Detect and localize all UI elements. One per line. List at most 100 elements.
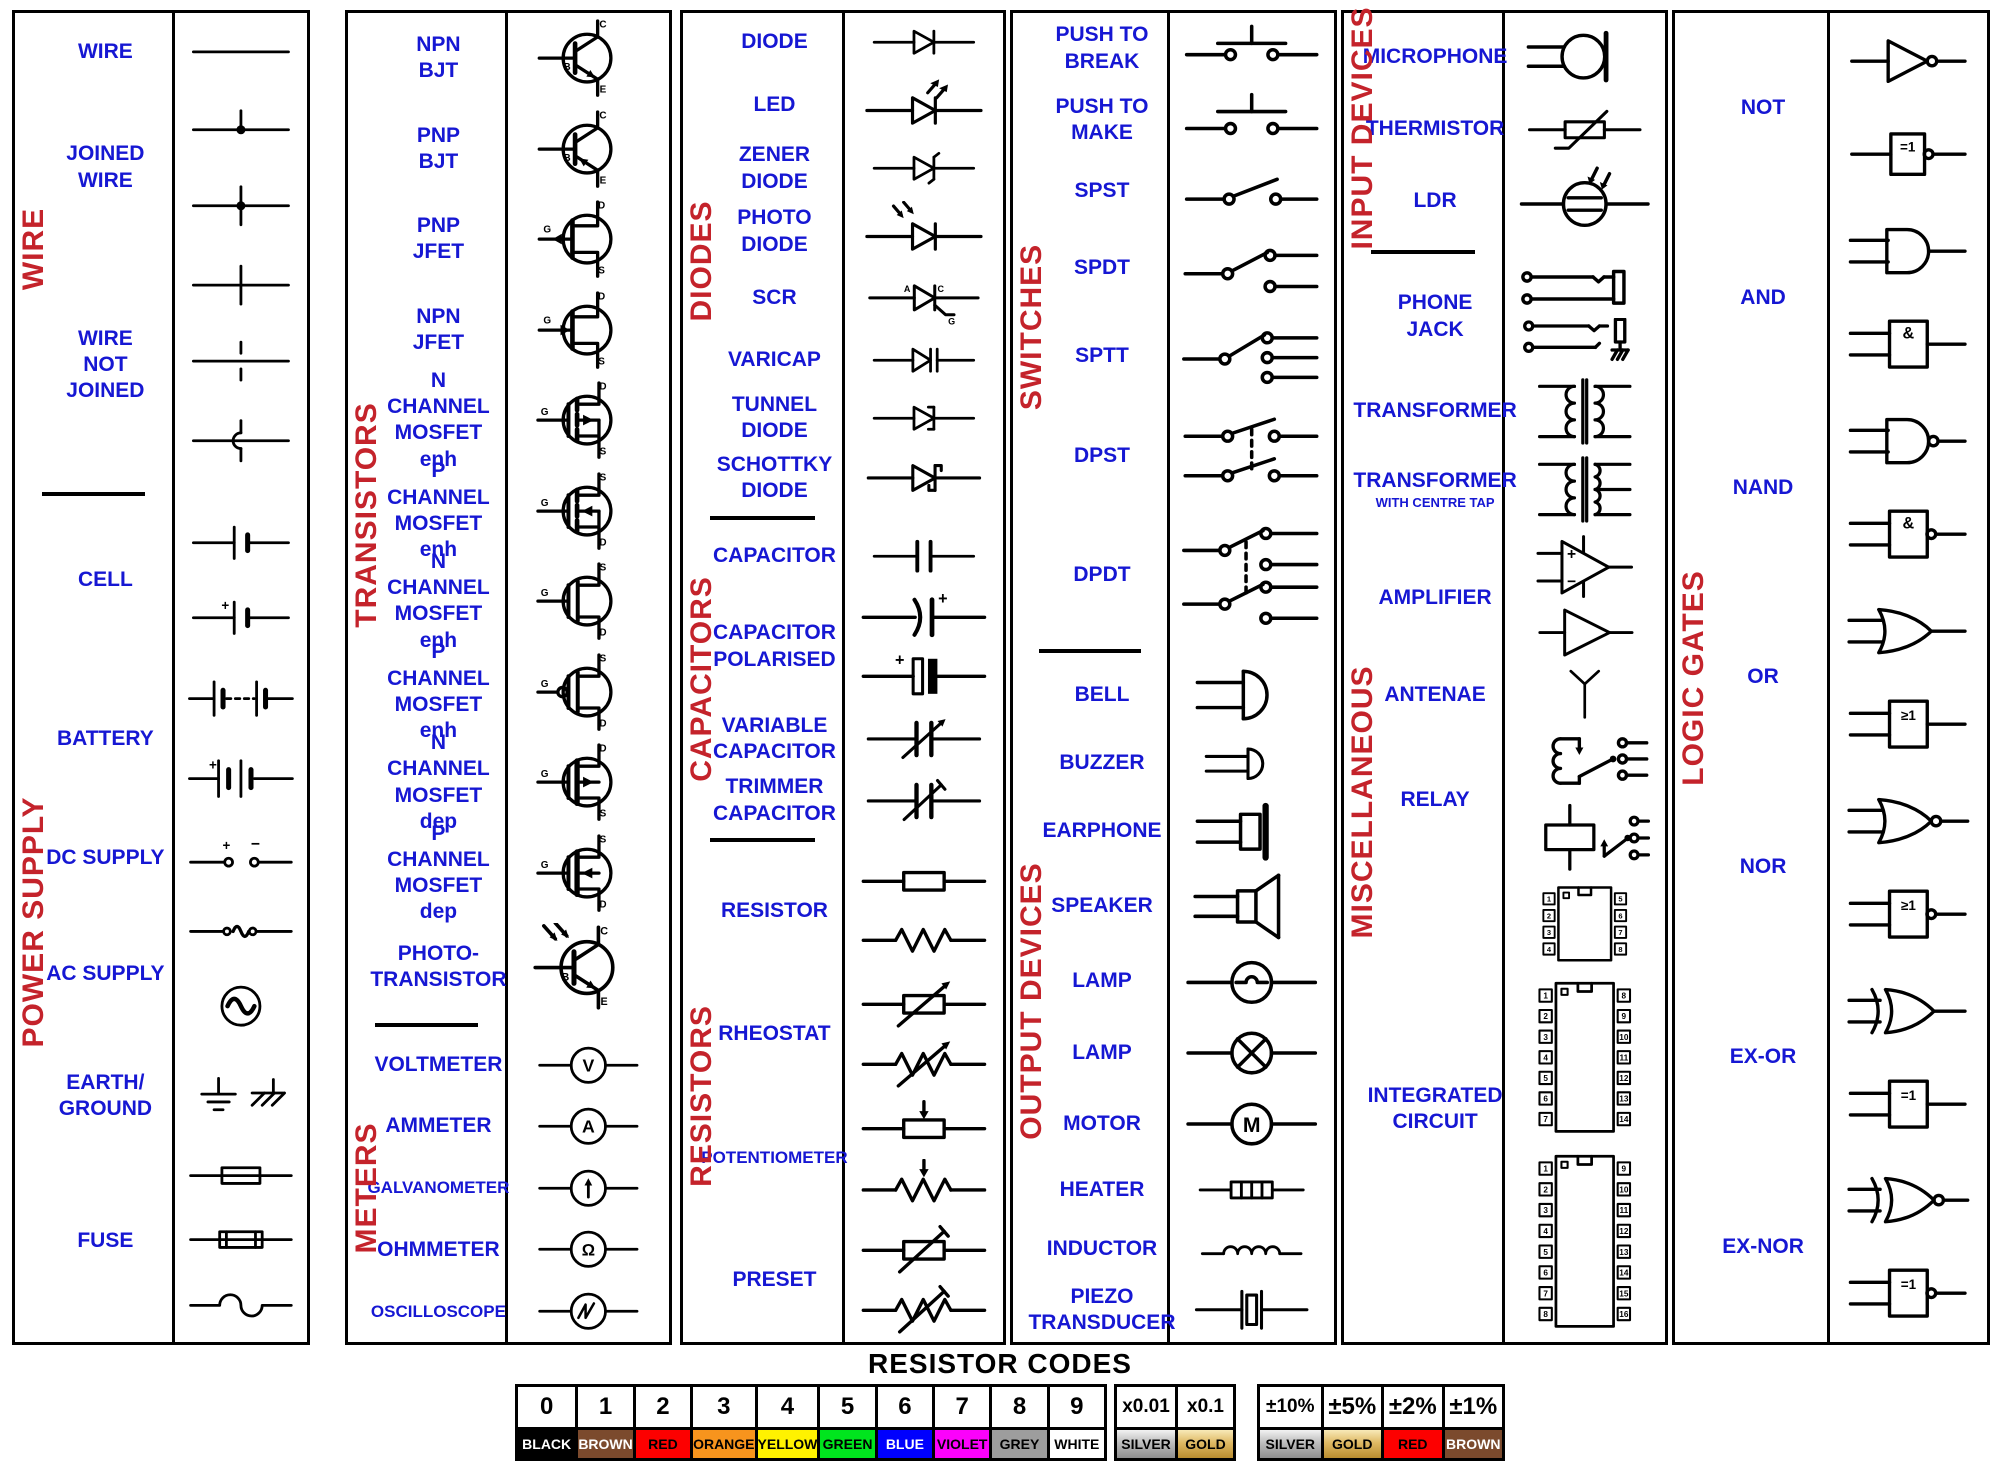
symbol-cell: [1170, 795, 1334, 866]
symbol-cell: &: [1830, 393, 1987, 583]
zener-symbol: [872, 152, 976, 185]
symbol-row: SCHOTTKY DIODE: [683, 447, 1003, 509]
label-cell: PNP BJT: [348, 103, 508, 195]
resistor-code-color-cell: RED: [632, 1427, 691, 1458]
oscilloscope-symbol: [538, 1292, 639, 1330]
symbol-slot: [181, 399, 301, 483]
symbol-row: SPST: [1013, 155, 1334, 228]
resistor-box-symbol: [861, 870, 987, 892]
svg-text:−: −: [1567, 573, 1576, 590]
lamp-cross-symbol: [1186, 1031, 1318, 1075]
label-cell: VARICAP: [683, 330, 845, 389]
symbol-cell: [1505, 13, 1665, 100]
symbol-slot: [1836, 1154, 1981, 1247]
resistor-code-value-cell: ±5%: [1320, 1387, 1381, 1427]
symbol-cell: +: [175, 503, 307, 658]
label-cell: NAND: [1675, 392, 1831, 583]
symbol-slot: [181, 1207, 301, 1271]
label-cell: EX-OR: [1675, 962, 1831, 1153]
divider-line: [41, 491, 146, 496]
svg-text:S: S: [598, 266, 605, 277]
symbol-slot: B C E: [514, 15, 663, 102]
symbol-slot: [1176, 311, 1328, 400]
svg-text:10: 10: [1620, 1032, 1630, 1041]
category-label: SWITCHES: [1015, 244, 1048, 411]
svg-text:G: G: [543, 225, 551, 236]
resistor-code-color-cell: WHITE: [1046, 1427, 1104, 1458]
symbol-row: BELL: [1013, 659, 1334, 732]
label-cell: CAPACITOR: [683, 526, 845, 586]
symbol-slot: [181, 323, 301, 399]
symbol-cell: G D S: [508, 737, 669, 828]
symbol-row: VARICAP: [683, 330, 1003, 389]
svg-text:S: S: [600, 447, 607, 458]
resistor-code-color-cell: SILVER: [1117, 1427, 1175, 1458]
symbol-slot: =1: [1836, 108, 1981, 201]
symbol-slot: [1176, 1283, 1328, 1337]
rheostat-zigzag-symbol: [861, 1041, 987, 1088]
symbol-slot: [1511, 668, 1659, 722]
svg-text:G: G: [543, 315, 551, 326]
pnp-jfet-symbol: G D S: [537, 200, 613, 279]
section-divider: [683, 831, 1003, 850]
svg-text:+: +: [938, 589, 947, 607]
resistor-code-value-cell: ±2%: [1381, 1387, 1442, 1427]
svg-text:Ω: Ω: [582, 1241, 595, 1260]
symbol-slot: B C E: [514, 920, 663, 1014]
capacitor-polarised-block-symbol: +: [861, 652, 987, 696]
symbol-slot: [181, 247, 301, 323]
component-label: GALVANOMETER: [367, 1178, 510, 1198]
symbol-slot: [1176, 86, 1328, 153]
svg-text:11: 11: [1620, 1207, 1629, 1216]
symbol-slot: ≥1: [1836, 678, 1981, 771]
svg-text:8: 8: [1622, 991, 1627, 1000]
symbol-slot: [1176, 947, 1328, 1014]
symbol-slot: [1176, 736, 1328, 790]
svg-text:&: &: [1903, 515, 1915, 533]
symbol-slot: [181, 899, 301, 963]
resistor-code-value-cell: ±10%: [1260, 1387, 1321, 1427]
section-divider: [348, 1016, 669, 1035]
label-cell: LDR: [1344, 158, 1506, 244]
svg-text:A: A: [582, 1117, 595, 1137]
symbol-row: SPDT: [1013, 227, 1334, 310]
symbol-slot: [1511, 15, 1659, 98]
symbol-row: PUSH TO BREAK: [1013, 13, 1334, 85]
wire-hop-symbol: [191, 419, 290, 463]
symbol-cell: [845, 331, 1003, 389]
symbol-cell: A C G: [845, 266, 1003, 331]
symbol-slot: [1511, 102, 1659, 156]
svg-text:≥1: ≥1: [1901, 708, 1916, 723]
label-cell: FUSE: [15, 1140, 175, 1342]
symbol-slot: G S D: [514, 558, 663, 645]
svg-text:B: B: [564, 153, 571, 164]
label-cell: MOTOR: [1013, 1088, 1170, 1160]
microphone-symbol: [1526, 30, 1609, 83]
symbol-slot: [1511, 263, 1659, 316]
svg-text:+: +: [1567, 546, 1576, 563]
symbol-slot: [1836, 585, 1981, 678]
symbol-row: LDR: [1344, 158, 1665, 244]
svg-text:4: 4: [1544, 1053, 1549, 1062]
label-cell: AMPLIFIER: [1344, 529, 1506, 667]
and-gate-iec-symbol: &: [1848, 319, 1967, 369]
symbol-slot: G D S: [514, 739, 663, 826]
label-cell: POTENTIOMETER: [683, 1095, 848, 1219]
svg-text:10: 10: [1620, 1186, 1630, 1195]
transformer-centre-tap-symbol: [1538, 456, 1632, 524]
scr-symbol: A C G: [868, 284, 980, 327]
svg-text:=1: =1: [1900, 140, 1916, 155]
svg-text:3: 3: [1544, 1207, 1549, 1216]
symbol-slot: [851, 200, 997, 264]
symbol-row: AMPLIFIER + −: [1344, 529, 1665, 667]
resistor-code-color-cell: GREY: [989, 1427, 1047, 1458]
resistor-code-color-cell: YELLOW: [754, 1427, 818, 1458]
svg-text:C: C: [599, 110, 606, 121]
svg-text:=1: =1: [1901, 1278, 1917, 1293]
photo-transistor-symbol: B C E: [533, 922, 615, 1010]
section-wire: WIRE WIRE JOINED WIRE WIRE NOT JOINED: [15, 13, 307, 485]
resistor-code-color-cell: SILVER: [1260, 1427, 1321, 1458]
label-cell: TUNNEL DIODE: [683, 388, 845, 448]
symbol-row: HEATER: [1013, 1159, 1334, 1221]
label-cell: N CHANNEL MOSFET enh: [348, 369, 508, 471]
